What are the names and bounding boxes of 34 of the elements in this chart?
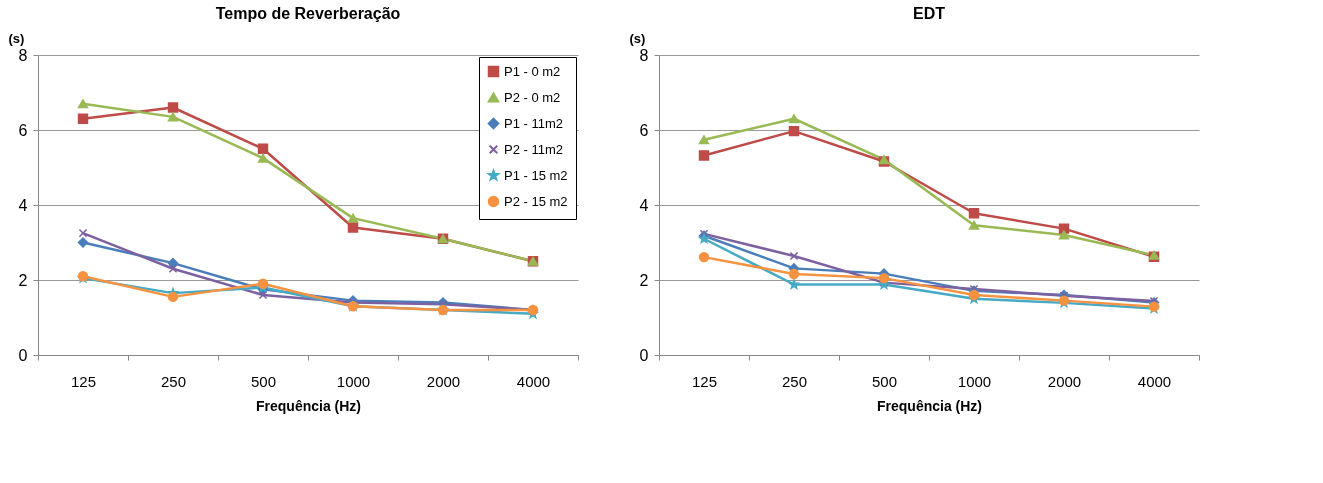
y-tick-label: 2 [639,271,649,289]
y-tick-label: 0 [18,346,28,364]
x-tick-label: 250 [160,372,187,390]
legend-label: P2 - 0 m2 [504,89,561,105]
y-tick-label: 2 [18,271,28,289]
y-tick-label: 4 [18,196,28,214]
x-tick-label: 1000 [336,372,371,390]
y-tick-label: 8 [639,46,649,64]
x-tick-label: 500 [871,372,898,390]
y-axis-title: (s) [8,30,25,46]
x-tick-label: 4000 [1137,372,1172,390]
legend-label: P2 - 15 m2 [504,193,568,209]
x-tick-label: 125 [691,372,718,390]
y-tick-label: 6 [639,121,649,139]
x-tick-label: 500 [250,372,277,390]
chart-title: Tempo de Reverberação [215,5,401,22]
x-tick-label: 2000 [1047,372,1082,390]
x-tick-label: 4000 [516,372,551,390]
y-tick-label: 4 [639,196,649,214]
x-tick-label: 125 [70,372,97,390]
y-axis-title: (s) [629,30,646,46]
legend-label: P1 - 11m2 [504,115,564,131]
x-axis-title: Frequência (Hz) [876,397,983,414]
legend-label: P2 - 11m2 [504,141,564,157]
y-tick-label: 8 [18,46,28,64]
chart-title: EDT [913,5,946,22]
x-tick-label: 250 [781,372,808,390]
x-tick-label: 2000 [426,372,461,390]
y-tick-label: 0 [639,346,649,364]
legend-label: P1 - 15 m2 [504,167,568,183]
legend-label: P1 - 0 m2 [504,63,561,79]
y-tick-label: 6 [18,121,28,139]
x-axis-title: Frequência (Hz) [255,397,362,414]
x-tick-label: 1000 [957,372,992,390]
